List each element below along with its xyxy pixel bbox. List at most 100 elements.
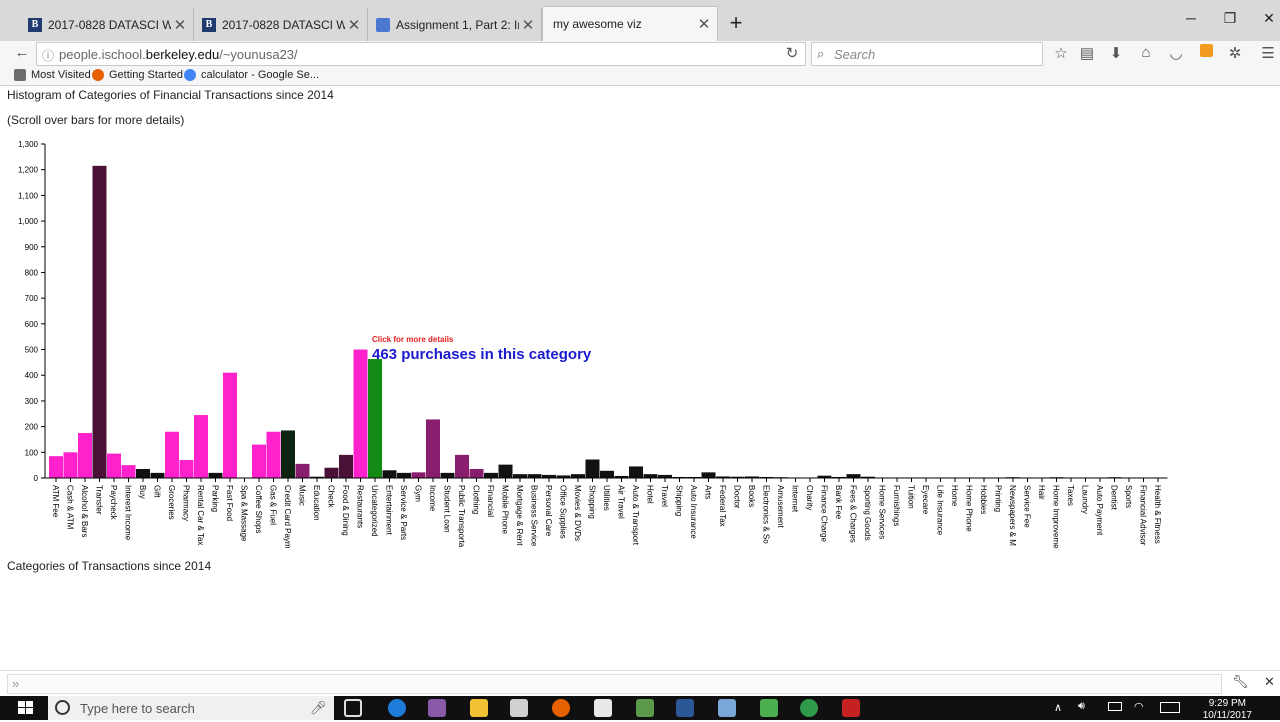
bar-mortgage-rent[interactable] xyxy=(513,474,527,478)
x-tick-label: Buy xyxy=(138,485,147,499)
app-icon-4[interactable] xyxy=(760,699,778,717)
download-icon[interactable]: ⬇ xyxy=(1106,44,1126,62)
bar-arts[interactable] xyxy=(702,472,716,478)
bar-utilities[interactable] xyxy=(600,471,614,478)
bar-movies-dvds[interactable] xyxy=(571,474,585,478)
tab-datasci-2[interactable]: B 2017-0828 DATASCI W209: A ✕ xyxy=(194,8,368,41)
y-tick-label: 1,300 xyxy=(18,140,39,149)
bar-uncategorized[interactable] xyxy=(368,359,382,478)
reading-list-icon[interactable]: ▤ xyxy=(1077,44,1097,62)
console-input[interactable]: » xyxy=(7,674,1222,694)
bar-restaurants[interactable] xyxy=(354,350,368,478)
bar-public-transporta[interactable] xyxy=(455,455,469,478)
bar-service-parts[interactable] xyxy=(397,473,411,478)
extension-icon[interactable] xyxy=(1196,44,1216,61)
store-icon[interactable] xyxy=(510,699,528,717)
x-tick-label: Mortgage & Rent xyxy=(515,485,524,546)
close-tab-icon[interactable]: ✕ xyxy=(171,16,189,34)
bar-gift[interactable] xyxy=(151,473,165,478)
bar-groceries[interactable] xyxy=(165,432,179,478)
chrome-icon[interactable] xyxy=(800,699,818,717)
close-tab-icon[interactable]: ✕ xyxy=(695,15,713,33)
x-tick-label: Restaurants xyxy=(356,485,365,528)
back-arrow-icon[interactable]: ← xyxy=(12,44,32,61)
minimize-icon[interactable]: ─ xyxy=(1176,10,1206,26)
wrench-icon[interactable]: 🔧︎ xyxy=(1232,674,1249,690)
bar-alcohol-bars[interactable] xyxy=(78,433,92,478)
bar-income[interactable] xyxy=(426,419,440,478)
word-icon[interactable] xyxy=(676,699,694,717)
bookmark-star-icon[interactable]: ☆ xyxy=(1051,44,1071,62)
bookmark-calculator[interactable]: calculator - Google Se... xyxy=(184,69,319,81)
pocket-icon[interactable]: ◡ xyxy=(1166,44,1186,62)
close-icon[interactable]: ✕ xyxy=(1264,674,1275,690)
bar-buy[interactable] xyxy=(136,469,150,478)
menu-icon[interactable]: ☰ xyxy=(1258,44,1278,62)
close-tab-icon[interactable]: ✕ xyxy=(345,16,363,34)
y-axis: 01002003004005006007008009001,0001,1001,… xyxy=(18,140,45,483)
bar-fast-food[interactable] xyxy=(223,373,237,478)
microphone-icon[interactable]: 🎤︎ xyxy=(310,700,327,716)
bar-auto-transport[interactable] xyxy=(629,466,643,478)
app-icon[interactable] xyxy=(428,699,446,717)
taskbar-search[interactable]: Type here to search xyxy=(48,696,334,720)
bar-financial[interactable] xyxy=(484,473,498,478)
bookmark-most-visited[interactable]: Most Visited xyxy=(14,69,91,81)
edge-icon[interactable] xyxy=(388,699,406,717)
bar-pharmacy[interactable] xyxy=(180,460,194,478)
file-explorer-icon[interactable] xyxy=(470,699,488,717)
reload-icon[interactable]: ↻ xyxy=(782,44,802,62)
bar-credit-card-paym[interactable] xyxy=(281,430,295,478)
bar-music[interactable] xyxy=(296,464,310,478)
bookmark-getting-started[interactable]: Getting Started xyxy=(92,69,183,81)
bar-student-loan[interactable] xyxy=(441,473,455,478)
bar-mobile-phone[interactable] xyxy=(499,465,513,478)
task-view-icon[interactable] xyxy=(344,699,362,717)
tab-datasci-1[interactable]: B 2017-0828 DATASCI W209: A ✕ xyxy=(20,8,194,41)
bar-transfer[interactable] xyxy=(93,166,107,478)
addon-icon[interactable]: ✲ xyxy=(1225,44,1245,62)
taskbar-clock[interactable]: 9:29 PM 10/11/2017 xyxy=(1203,698,1252,722)
tab-assignment[interactable]: Assignment 1, Part 2: Interac ✕ xyxy=(368,8,542,41)
close-tab-icon[interactable]: ✕ xyxy=(519,16,537,34)
bar-clothing[interactable] xyxy=(470,469,484,478)
x-tick-label: Shipping xyxy=(675,485,684,516)
window-close-icon[interactable]: ✕ xyxy=(1254,10,1280,27)
bar-gym[interactable] xyxy=(412,472,426,478)
bar-business-service[interactable] xyxy=(528,474,542,478)
keyboard-icon[interactable] xyxy=(1160,702,1180,713)
new-tab-plus-icon[interactable]: + xyxy=(726,10,746,36)
bar-hotel[interactable] xyxy=(644,474,658,478)
bar-entertainment[interactable] xyxy=(383,470,397,478)
windows-start-icon[interactable] xyxy=(18,701,34,715)
x-tick-label: Music xyxy=(298,485,307,506)
bar-rental-car-tax[interactable] xyxy=(194,415,208,478)
filezilla-icon[interactable] xyxy=(842,699,860,717)
tray-chevron-icon[interactable]: ∧ xyxy=(1054,701,1062,714)
bar-parking[interactable] xyxy=(209,473,223,478)
bar-atm-fee[interactable] xyxy=(49,456,63,478)
url-bar[interactable]: ⓘ people.ischool.berkeley.edu/~younusa23… xyxy=(36,42,806,66)
search-box[interactable]: ⌕ Search xyxy=(811,42,1043,66)
bar-coffee-shops[interactable] xyxy=(252,445,266,478)
x-tick-label: Printing xyxy=(994,485,1003,512)
restore-icon[interactable]: ❐ xyxy=(1215,10,1245,27)
bar-shopping[interactable] xyxy=(586,460,600,478)
bar-gas-fuel[interactable] xyxy=(267,432,281,478)
battery-icon[interactable] xyxy=(1108,702,1122,711)
app-icon-3[interactable] xyxy=(718,699,736,717)
wifi-icon[interactable]: ◠ xyxy=(1134,700,1144,713)
tab-my-awesome-viz[interactable]: my awesome viz ✕ xyxy=(542,6,718,41)
mail-icon[interactable] xyxy=(594,699,612,717)
bar-cash-atm[interactable] xyxy=(64,452,78,478)
x-tick-label: Auto Payment xyxy=(1095,485,1104,536)
volume-icon[interactable]: 🔊︎ xyxy=(1078,700,1085,713)
app-icon-2[interactable] xyxy=(636,699,654,717)
bar-paycheck[interactable] xyxy=(107,454,121,478)
bar-interest-income[interactable] xyxy=(122,465,136,478)
home-icon[interactable]: ⌂ xyxy=(1136,44,1156,61)
bar-fees-charges[interactable] xyxy=(847,474,861,478)
bar-food-dining[interactable] xyxy=(339,455,353,478)
firefox-taskbar-icon[interactable] xyxy=(552,699,570,717)
bar-check[interactable] xyxy=(325,468,339,478)
